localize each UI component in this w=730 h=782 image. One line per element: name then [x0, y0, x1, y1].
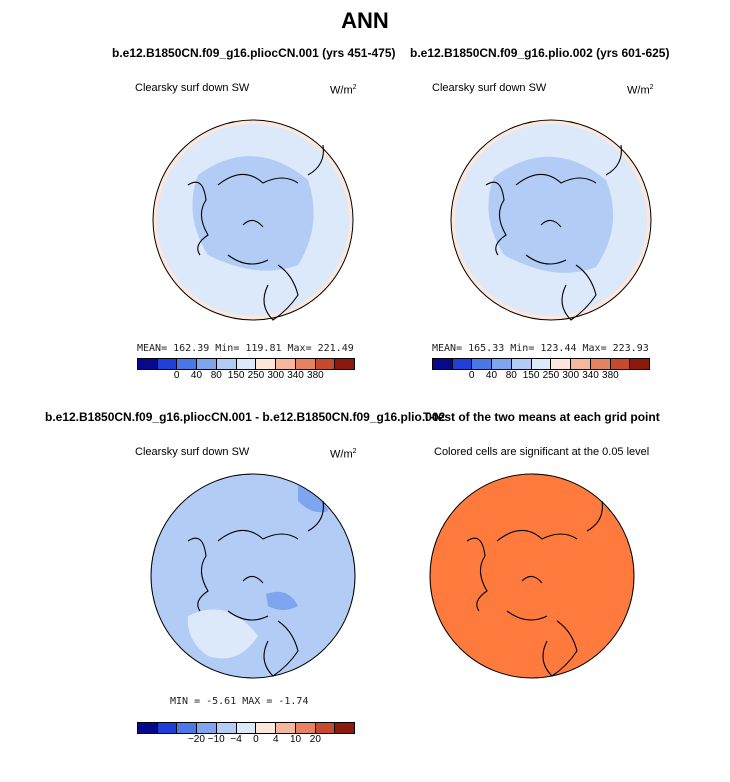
colorbar-swatch	[295, 723, 316, 733]
colorbar-swatch	[472, 359, 493, 369]
colorbar-swatch	[236, 723, 257, 733]
colorbar-swatch	[590, 359, 611, 369]
panel-2-inner-field	[488, 156, 614, 273]
colorbar-swatch	[335, 359, 355, 369]
panel-1-map-border	[152, 119, 354, 321]
panel-1-inner-field	[192, 156, 314, 271]
panel-1-colorbar-ticks: 0 40 80 150 250 300 340 380	[137, 370, 355, 384]
colorbar-tick-label: −10	[207, 734, 225, 745]
colorbar-swatch	[452, 359, 473, 369]
panel-1-units: W/m2	[330, 84, 357, 97]
panel-2-colorbar-swatches	[432, 358, 650, 370]
panel-3-dark-patch	[298, 486, 328, 513]
panel-1-stats: MEAN= 162.39 Min= 119.81 Max= 221.49	[137, 343, 354, 354]
colorbar-swatch	[256, 723, 277, 733]
colorbar-tick-label: 0	[253, 734, 259, 745]
colorbar-swatch	[295, 359, 316, 369]
colorbar-swatch	[197, 359, 217, 369]
colorbar-tick-label: 0	[173, 370, 180, 381]
colorbar-swatch	[551, 359, 572, 369]
panel-3-variable: Clearsky surf down SW	[135, 446, 250, 458]
panel-3-units: W/m2	[330, 448, 357, 461]
panel-1-variable: Clearsky surf down SW	[135, 82, 250, 94]
panel-4-map	[429, 473, 635, 679]
colorbar-swatch	[276, 359, 296, 369]
colorbar-tick-label: 150	[227, 370, 245, 381]
colorbar-swatch	[177, 723, 198, 733]
panel-3-colorbar-swatches	[137, 722, 355, 734]
panel-1-coastlines	[187, 144, 324, 321]
panel-2-variable: Clearsky surf down SW	[432, 82, 547, 94]
colorbar-swatch	[157, 723, 178, 733]
panel-1-title: b.e12.B1850CN.f09_g16.pliocCN.001 (yrs 4…	[112, 46, 396, 60]
colorbar-tick-label: 40	[485, 370, 498, 381]
page-title: ANN	[341, 8, 389, 33]
panel-2-map	[450, 119, 652, 321]
colorbar-tick-label: 340	[582, 370, 599, 381]
panel-3-light-patch	[187, 609, 258, 659]
colorbar-tick-label: 4	[272, 734, 279, 745]
colorbar-swatch	[138, 359, 158, 369]
colorbar-tick-label: 150	[522, 370, 540, 381]
colorbar-tick-label: 250	[542, 370, 560, 381]
colorbar-swatch	[433, 359, 453, 369]
panel-4-title: T-test of the two means at each grid poi…	[423, 410, 660, 424]
panel-3-map-border	[150, 473, 356, 679]
colorbar-swatch	[630, 359, 650, 369]
panel-2-coastlines	[485, 144, 622, 321]
panel-4-note: Colored cells are significant at the 0.0…	[434, 446, 650, 458]
colorbar-swatch	[177, 359, 198, 369]
panel-1-colorbar-swatches	[137, 358, 355, 370]
panel-3-title: b.e12.B1850CN.f09_g16.pliocCN.001 - b.e1…	[45, 410, 446, 424]
colorbar-swatch	[157, 359, 178, 369]
colorbar-swatch	[216, 359, 237, 369]
colorbar-tick-label: 40	[190, 370, 203, 381]
colorbar-tick-label: −20	[187, 734, 205, 745]
colorbar-tick-label: 80	[505, 370, 517, 381]
panel-2-map-border	[450, 119, 652, 321]
colorbar-swatch	[256, 359, 277, 369]
colorbar-swatch	[197, 723, 217, 733]
colorbar-swatch	[610, 359, 631, 369]
colorbar-tick-label: 0	[468, 370, 475, 381]
colorbar-swatch	[138, 723, 158, 733]
panel-3-colorbar-ticks: −20 −10 −4 0 4 10 20	[137, 734, 355, 748]
panel-3-colorbar: −20 −10 −4 0 4 10 20	[137, 722, 355, 748]
colorbar-swatch	[511, 359, 532, 369]
panel-3-stats: MIN = -5.61 MAX = -1.74	[170, 696, 309, 707]
colorbar-tick-label: 250	[247, 370, 265, 381]
colorbar-swatch	[216, 723, 237, 733]
colorbar-tick-label: 10	[289, 734, 302, 745]
colorbar-swatch	[276, 723, 296, 733]
panel-3-coastlines	[187, 500, 324, 677]
colorbar-swatch	[335, 723, 355, 733]
panel-3-dark-patch-2	[266, 591, 298, 610]
colorbar-tick-label: 380	[602, 370, 619, 381]
colorbar-swatch	[236, 359, 257, 369]
colorbar-swatch	[315, 359, 336, 369]
panel-2-units: W/m2	[627, 84, 654, 97]
colorbar-swatch	[492, 359, 512, 369]
colorbar-swatch	[531, 359, 552, 369]
panel-1-colorbar: 0 40 80 150 250 300 340 380	[137, 358, 355, 384]
panel-2-title: b.e12.B1850CN.f09_g16.plio.002 (yrs 601-…	[410, 46, 670, 60]
colorbar-swatch	[571, 359, 591, 369]
colorbar-tick-label: 80	[210, 370, 222, 381]
panel-3-map	[150, 473, 356, 679]
colorbar-tick-label: 380	[307, 370, 324, 381]
colorbar-tick-label: 340	[287, 370, 304, 381]
panel-2-colorbar-ticks: 0 40 80 150 250 300 340 380	[432, 370, 650, 384]
colorbar-tick-label: 300	[267, 370, 285, 381]
colorbar-tick-label: 20	[309, 734, 321, 745]
panel-4-coastlines	[466, 500, 603, 677]
colorbar-tick-label: 300	[562, 370, 580, 381]
panel-1-map	[152, 119, 354, 321]
colorbar-swatch	[315, 723, 336, 733]
panel-2-colorbar: 0 40 80 150 250 300 340 380	[432, 358, 650, 384]
colorbar-tick-label: −4	[230, 734, 242, 745]
panel-2-stats: MEAN= 165.33 Min= 123.44 Max= 223.93	[432, 343, 649, 354]
